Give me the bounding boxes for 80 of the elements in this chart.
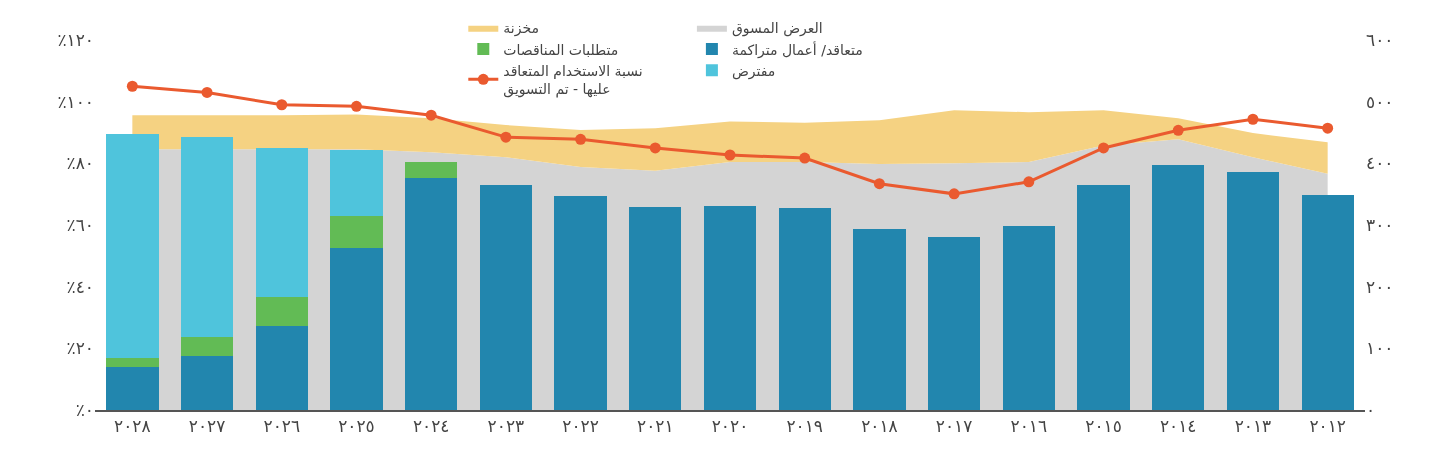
x-tick-label: ٢٠٢٦ xyxy=(263,416,301,437)
point xyxy=(500,131,512,143)
x-tick-label: ٢٠٢٢ xyxy=(562,416,599,437)
x-tick-label: ٢٠٢٣ xyxy=(487,416,525,437)
point xyxy=(1247,113,1259,125)
x-tick-label: ٢٠٢٧ xyxy=(188,416,226,437)
y2-tick-label: ٦٠٠ xyxy=(1366,29,1394,50)
bar xyxy=(853,229,906,410)
y-tick-label: ٪٢٠ xyxy=(66,338,94,359)
point xyxy=(948,188,960,200)
y-tick-label: ٪٠ xyxy=(75,399,94,420)
x-tick-label: ٢٠٢٤ xyxy=(412,416,450,437)
legend-label: مخزنة xyxy=(503,20,539,38)
point xyxy=(201,86,213,98)
bar xyxy=(405,178,458,410)
bar xyxy=(255,296,308,326)
bar xyxy=(180,356,234,410)
bar xyxy=(554,196,607,410)
bar xyxy=(778,207,831,410)
legend-label: العرض المسوق xyxy=(731,20,823,38)
point xyxy=(1172,124,1184,136)
x-tick-label: ٢٠١٧ xyxy=(935,416,973,437)
bar xyxy=(1301,194,1354,410)
legend-label: متطلبات المناقصات xyxy=(503,41,619,58)
bar xyxy=(629,206,682,410)
point xyxy=(350,100,362,112)
point xyxy=(799,152,811,164)
legend-label: متعاقد/ أعمال متراكمة xyxy=(731,40,863,59)
bar xyxy=(330,248,383,410)
legend-label: مفترض xyxy=(731,62,776,80)
y-tick-label: ٪١٢٠ xyxy=(57,29,94,50)
point xyxy=(1098,142,1110,154)
bar xyxy=(479,184,533,410)
point xyxy=(575,133,587,145)
y2-tick-label: ٣٠٠ xyxy=(1366,214,1394,235)
y2-tick-label: ٤٠٠ xyxy=(1366,153,1394,174)
legend-label: نسبة الاستخدام المتعاقد عليها - تم التسويق xyxy=(503,62,643,98)
point xyxy=(649,142,661,154)
bar xyxy=(927,237,981,410)
y2-tick-label: ٢٠٠ xyxy=(1366,276,1394,297)
x-tick-label: ٢٠١٣ xyxy=(1234,416,1272,437)
x-tick-label: ٢٠٢١ xyxy=(637,416,674,437)
x-tick-label: ٢٠١٩ xyxy=(786,416,823,437)
bar xyxy=(330,150,383,216)
bar xyxy=(1152,165,1205,410)
bar xyxy=(180,337,234,357)
point xyxy=(126,80,138,92)
bar xyxy=(106,357,159,368)
bar xyxy=(1002,225,1055,410)
point xyxy=(1023,176,1035,188)
point xyxy=(1322,122,1334,134)
bar xyxy=(180,136,234,338)
point xyxy=(873,178,885,190)
y-tick-label: ٪١٠٠ xyxy=(57,91,94,112)
point xyxy=(425,109,437,121)
bar xyxy=(255,325,308,410)
x-tick-label: ٢٠١٢ xyxy=(1309,416,1346,437)
bar xyxy=(255,147,308,297)
bar xyxy=(330,215,383,249)
bar xyxy=(1226,171,1280,410)
bar xyxy=(703,205,757,410)
y2-tick-label: ١٠٠ xyxy=(1366,338,1394,359)
y-tick-label: ٪٤٠ xyxy=(66,276,94,297)
x-tick-label: ٢٠٢٨ xyxy=(114,416,151,437)
y-tick-label: ٪٦٠ xyxy=(66,214,94,235)
x-tick-label: ٢٠٢٠ xyxy=(711,416,749,437)
x-tick-label: ٢٠١٤ xyxy=(1159,416,1197,437)
bar xyxy=(106,133,159,358)
y2-tick-label: ٠ xyxy=(1366,399,1376,420)
point xyxy=(724,149,736,161)
y2-tick-label: ٥٠٠ xyxy=(1366,91,1394,112)
point xyxy=(276,99,288,111)
bar xyxy=(106,367,159,410)
x-tick-label: ٢٠١٨ xyxy=(861,416,898,437)
x-tick-label: ٢٠٢٥ xyxy=(338,416,375,437)
y-tick-label: ٪٨٠ xyxy=(66,153,94,174)
bar xyxy=(1077,184,1130,410)
x-tick-label: ٢٠١٦ xyxy=(1010,416,1048,437)
x-tick-label: ٢٠١٥ xyxy=(1085,416,1122,437)
bar xyxy=(405,162,458,179)
